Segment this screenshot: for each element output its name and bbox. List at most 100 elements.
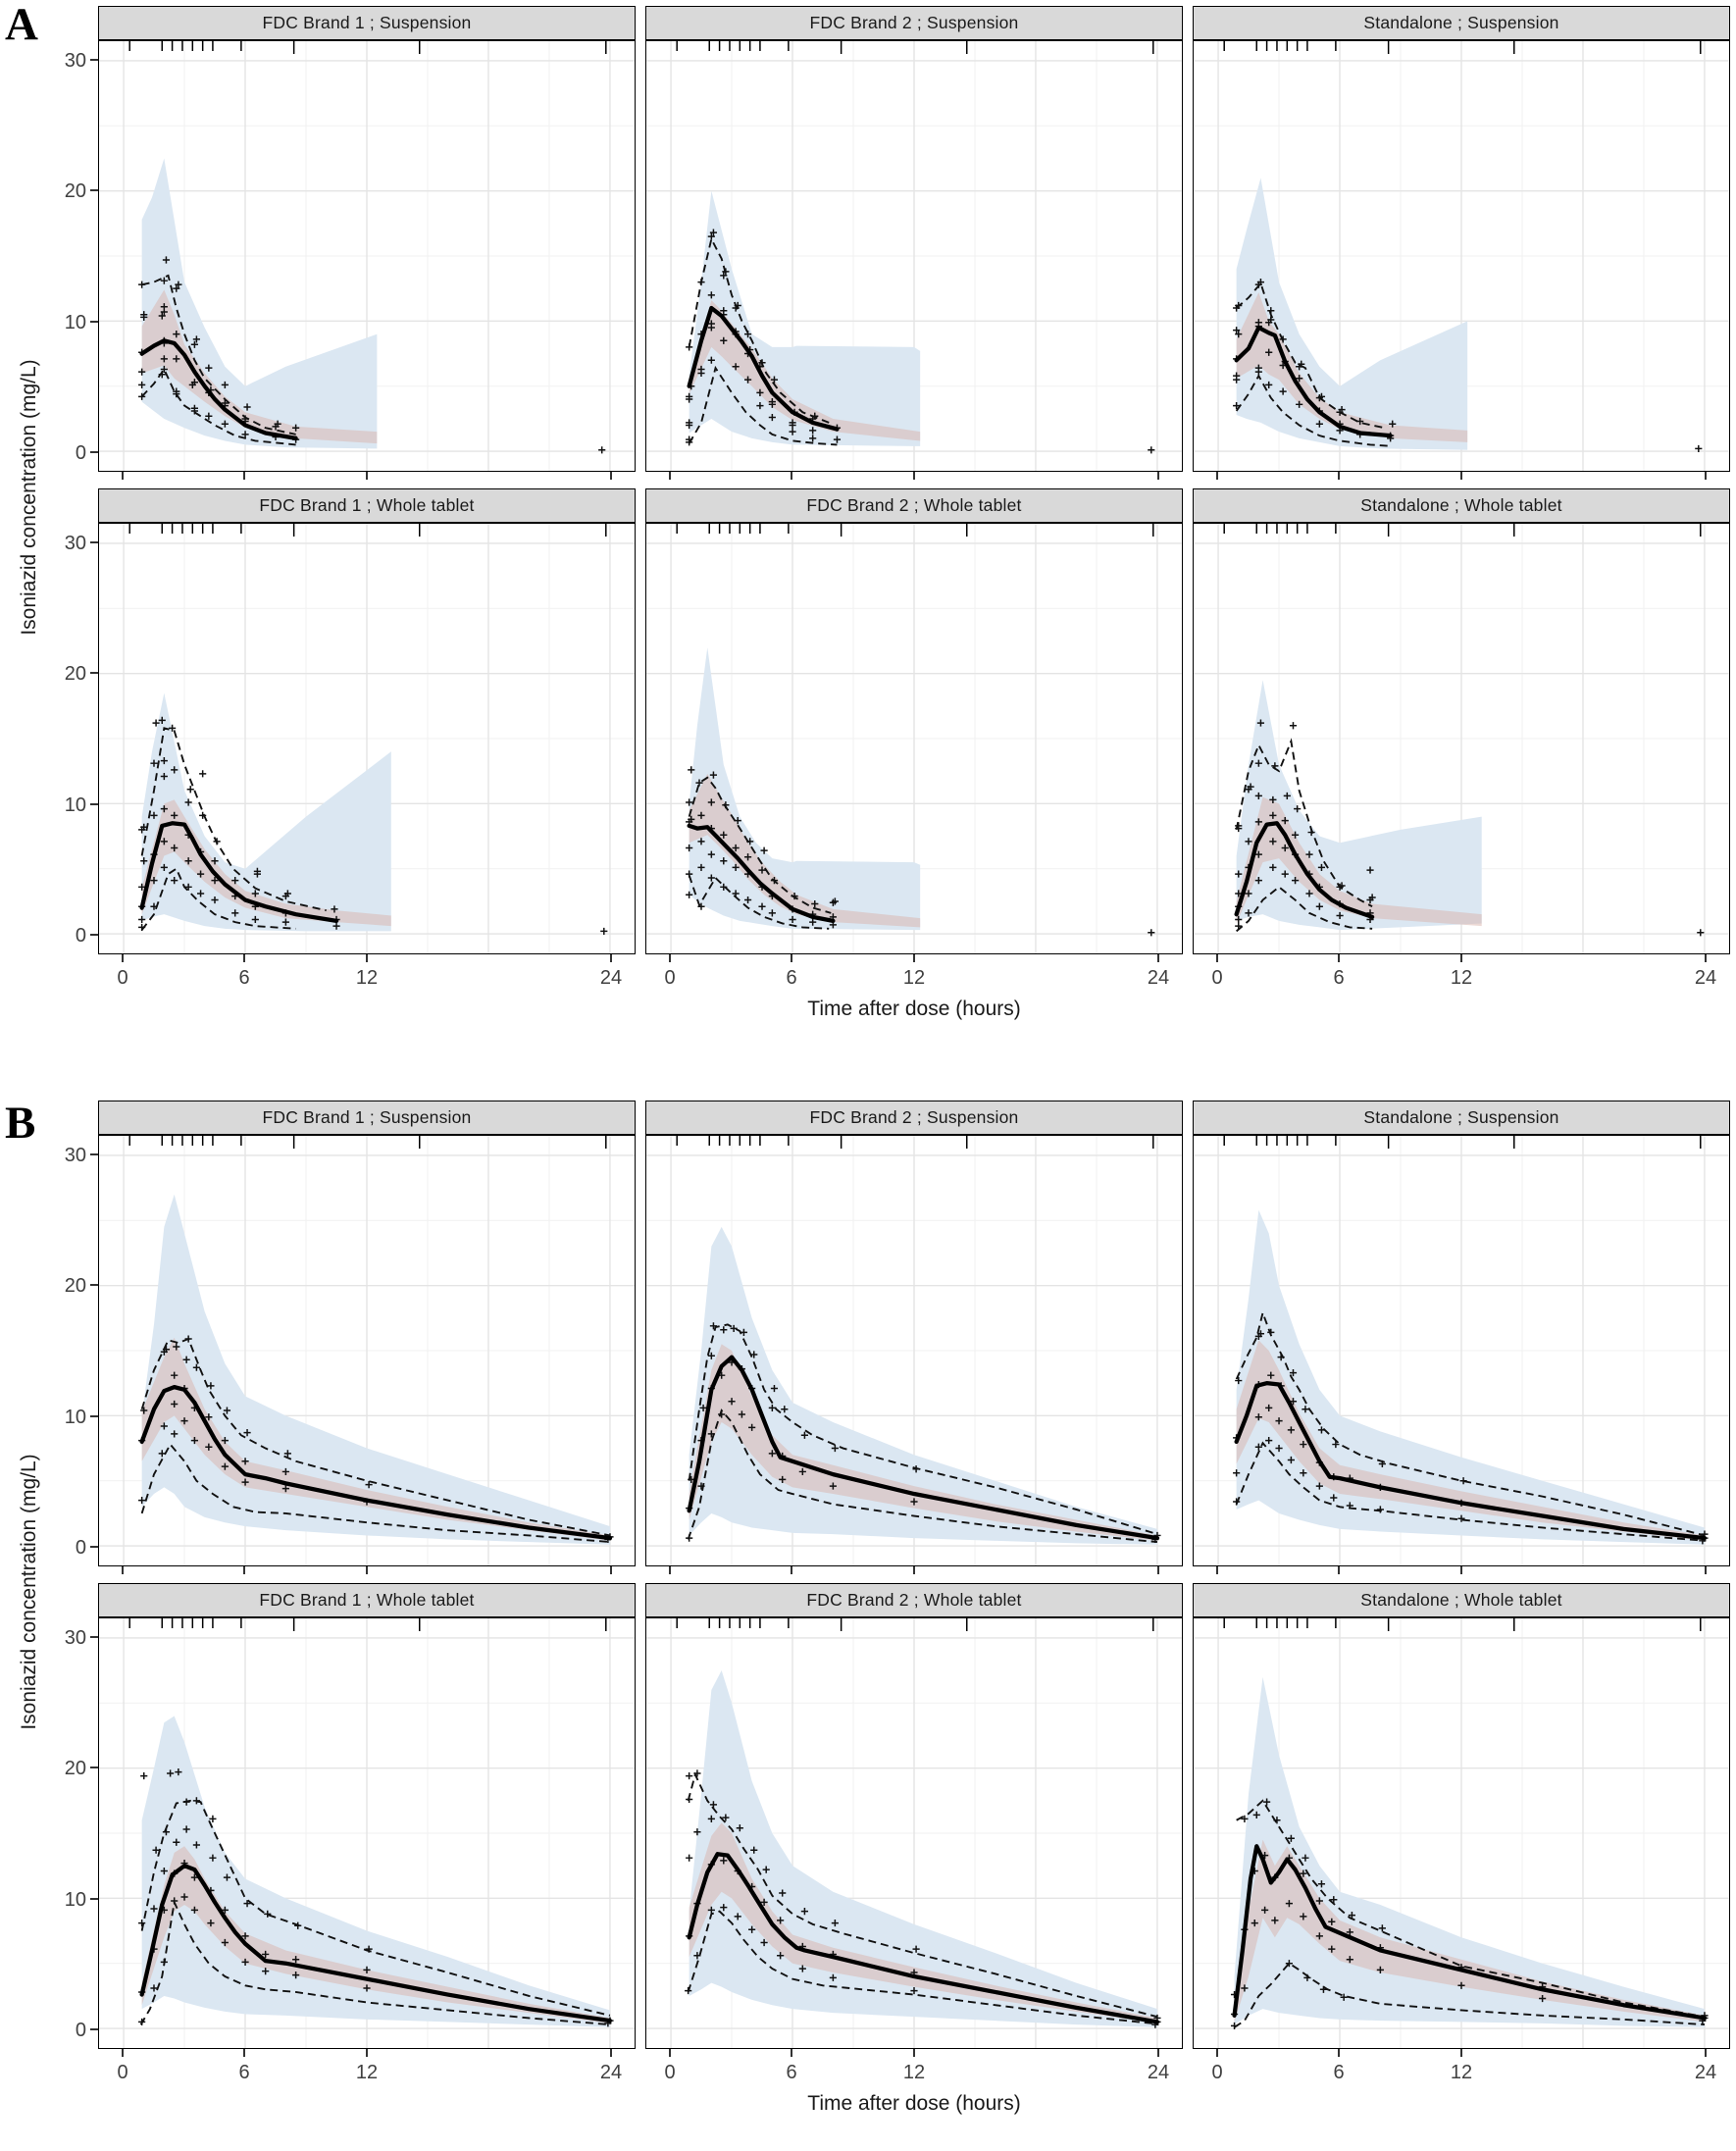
facet-strip-title: FDC Brand 2 ; Whole tablet (645, 488, 1183, 523)
x-axis-tick (1338, 1566, 1340, 1574)
x-axis-title-a: Time after dose (hours) (807, 998, 1021, 1020)
lower-percentile-line (140, 1442, 611, 1544)
observed-points (686, 229, 1155, 454)
x-axis-tick (610, 2049, 612, 2057)
median-line (1234, 325, 1393, 438)
upper-percentile-line (688, 1323, 1158, 1536)
x-tick-label: 0 (1211, 2062, 1223, 2083)
lower-percentile-line (140, 867, 296, 931)
observed-points (686, 766, 1155, 937)
y-tick-label: 0 (75, 1537, 86, 1559)
inner-interval-band (689, 1822, 1157, 2023)
facet-plot (98, 1617, 636, 2049)
median-line (139, 821, 339, 923)
facet-strip-title: Standalone ; Suspension (1193, 6, 1730, 40)
x-tick-label: 12 (355, 967, 379, 989)
facet-strip-title: FDC Brand 1 ; Whole tablet (98, 488, 636, 523)
median-line (1234, 1381, 1708, 1541)
y-axis-tick (90, 1415, 98, 1417)
sampling-time-rug (1223, 524, 1702, 537)
x-axis-tick (1216, 472, 1218, 480)
median-line (687, 305, 840, 432)
x-axis-tick (122, 954, 124, 962)
x-tick-label: 6 (786, 2062, 797, 2083)
x-axis-tick (366, 1566, 368, 1574)
x-axis-tick (1705, 954, 1707, 962)
y-tick-label: 20 (64, 1758, 86, 1779)
prediction-interval-band (141, 158, 378, 449)
x-tick-label: 24 (599, 967, 623, 989)
y-axis-tick (90, 1153, 98, 1155)
y-tick-label: 10 (64, 1889, 86, 1911)
y-axis-title-a: Isoniazid concentration (mg/L) (18, 359, 40, 636)
facet-plot (1193, 1617, 1730, 2049)
x-axis-tick (366, 954, 368, 962)
lower-percentile-line (139, 1899, 611, 2026)
x-axis-title-b: Time after dose (hours) (807, 2092, 1021, 2115)
prediction-interval-band (1236, 1209, 1705, 1545)
x-axis-tick (1338, 2049, 1340, 2057)
x-axis-tick (122, 472, 124, 480)
y-tick-label: 10 (64, 1407, 86, 1428)
upper-percentile-line (1235, 1309, 1706, 1537)
x-axis-tick (1460, 1566, 1462, 1574)
upper-percentile-line (688, 236, 830, 424)
x-axis-tick (1157, 472, 1159, 480)
x-tick-label: 6 (1333, 2062, 1345, 2083)
lower-percentile-line (140, 367, 296, 446)
x-axis-tick (1338, 954, 1340, 962)
x-tick-label: 0 (117, 2062, 128, 2083)
median-line (139, 1864, 613, 2023)
x-tick-label: 6 (238, 2062, 250, 2083)
x-axis-tick (243, 954, 245, 962)
sampling-time-rug (676, 1136, 1154, 1149)
y-axis-title-b: Isoniazid concentration (mg/L) (18, 1454, 40, 1730)
x-tick-label: 12 (355, 2062, 379, 2083)
upper-percentile-line (141, 274, 296, 435)
y-tick-label: 10 (64, 794, 86, 816)
facet-strip-title: FDC Brand 1 ; Suspension (98, 6, 636, 40)
x-axis-tick (122, 1566, 124, 1574)
median-line (687, 823, 836, 923)
lower-percentile-line (688, 365, 838, 446)
lower-percentile-line (687, 1910, 1158, 2025)
facet-plot (1193, 1135, 1730, 1566)
panel-a: A Isoniazid concentration (mg/L) Time af… (0, 0, 1736, 1057)
x-tick-label: 12 (1450, 2062, 1473, 2083)
sampling-time-rug (128, 524, 607, 537)
x-tick-label: 0 (664, 2062, 676, 2083)
x-axis-tick (610, 954, 612, 962)
inner-interval-band (141, 289, 378, 444)
x-axis-tick (791, 954, 792, 962)
x-axis-tick (1338, 472, 1340, 480)
y-axis-tick (90, 451, 98, 453)
y-tick-label: 30 (64, 1145, 86, 1166)
lower-percentile-line (687, 1408, 1158, 1544)
facet-plot (645, 523, 1183, 954)
sampling-time-rug (676, 524, 1154, 537)
y-axis-tick (90, 2028, 98, 2030)
x-axis-tick (122, 2049, 124, 2057)
x-tick-label: 24 (599, 2062, 623, 2083)
y-axis-tick (90, 672, 98, 674)
y-tick-label: 20 (64, 663, 86, 685)
facet-plot (1193, 523, 1730, 954)
sampling-time-rug (676, 1618, 1154, 1631)
median-line (687, 1852, 1160, 2024)
panel-a-label: A (5, 0, 38, 50)
y-tick-label: 0 (75, 2020, 86, 2041)
x-tick-label: 24 (1694, 967, 1717, 989)
facet-strip-title: Standalone ; Whole tablet (1193, 1583, 1730, 1617)
y-axis-tick (90, 803, 98, 805)
facet-strip-title: FDC Brand 1 ; Suspension (98, 1101, 636, 1135)
y-tick-label: 0 (75, 442, 86, 464)
x-axis-tick (1460, 472, 1462, 480)
y-axis-tick (90, 1767, 98, 1768)
prediction-interval-band (689, 1670, 1157, 2027)
x-axis-tick (913, 2049, 915, 2057)
y-axis-tick (90, 321, 98, 323)
facet-strip-title: Standalone ; Whole tablet (1193, 488, 1730, 523)
median-line (139, 1384, 613, 1541)
x-axis-tick (1460, 954, 1462, 962)
x-axis-tick (1216, 1566, 1218, 1574)
